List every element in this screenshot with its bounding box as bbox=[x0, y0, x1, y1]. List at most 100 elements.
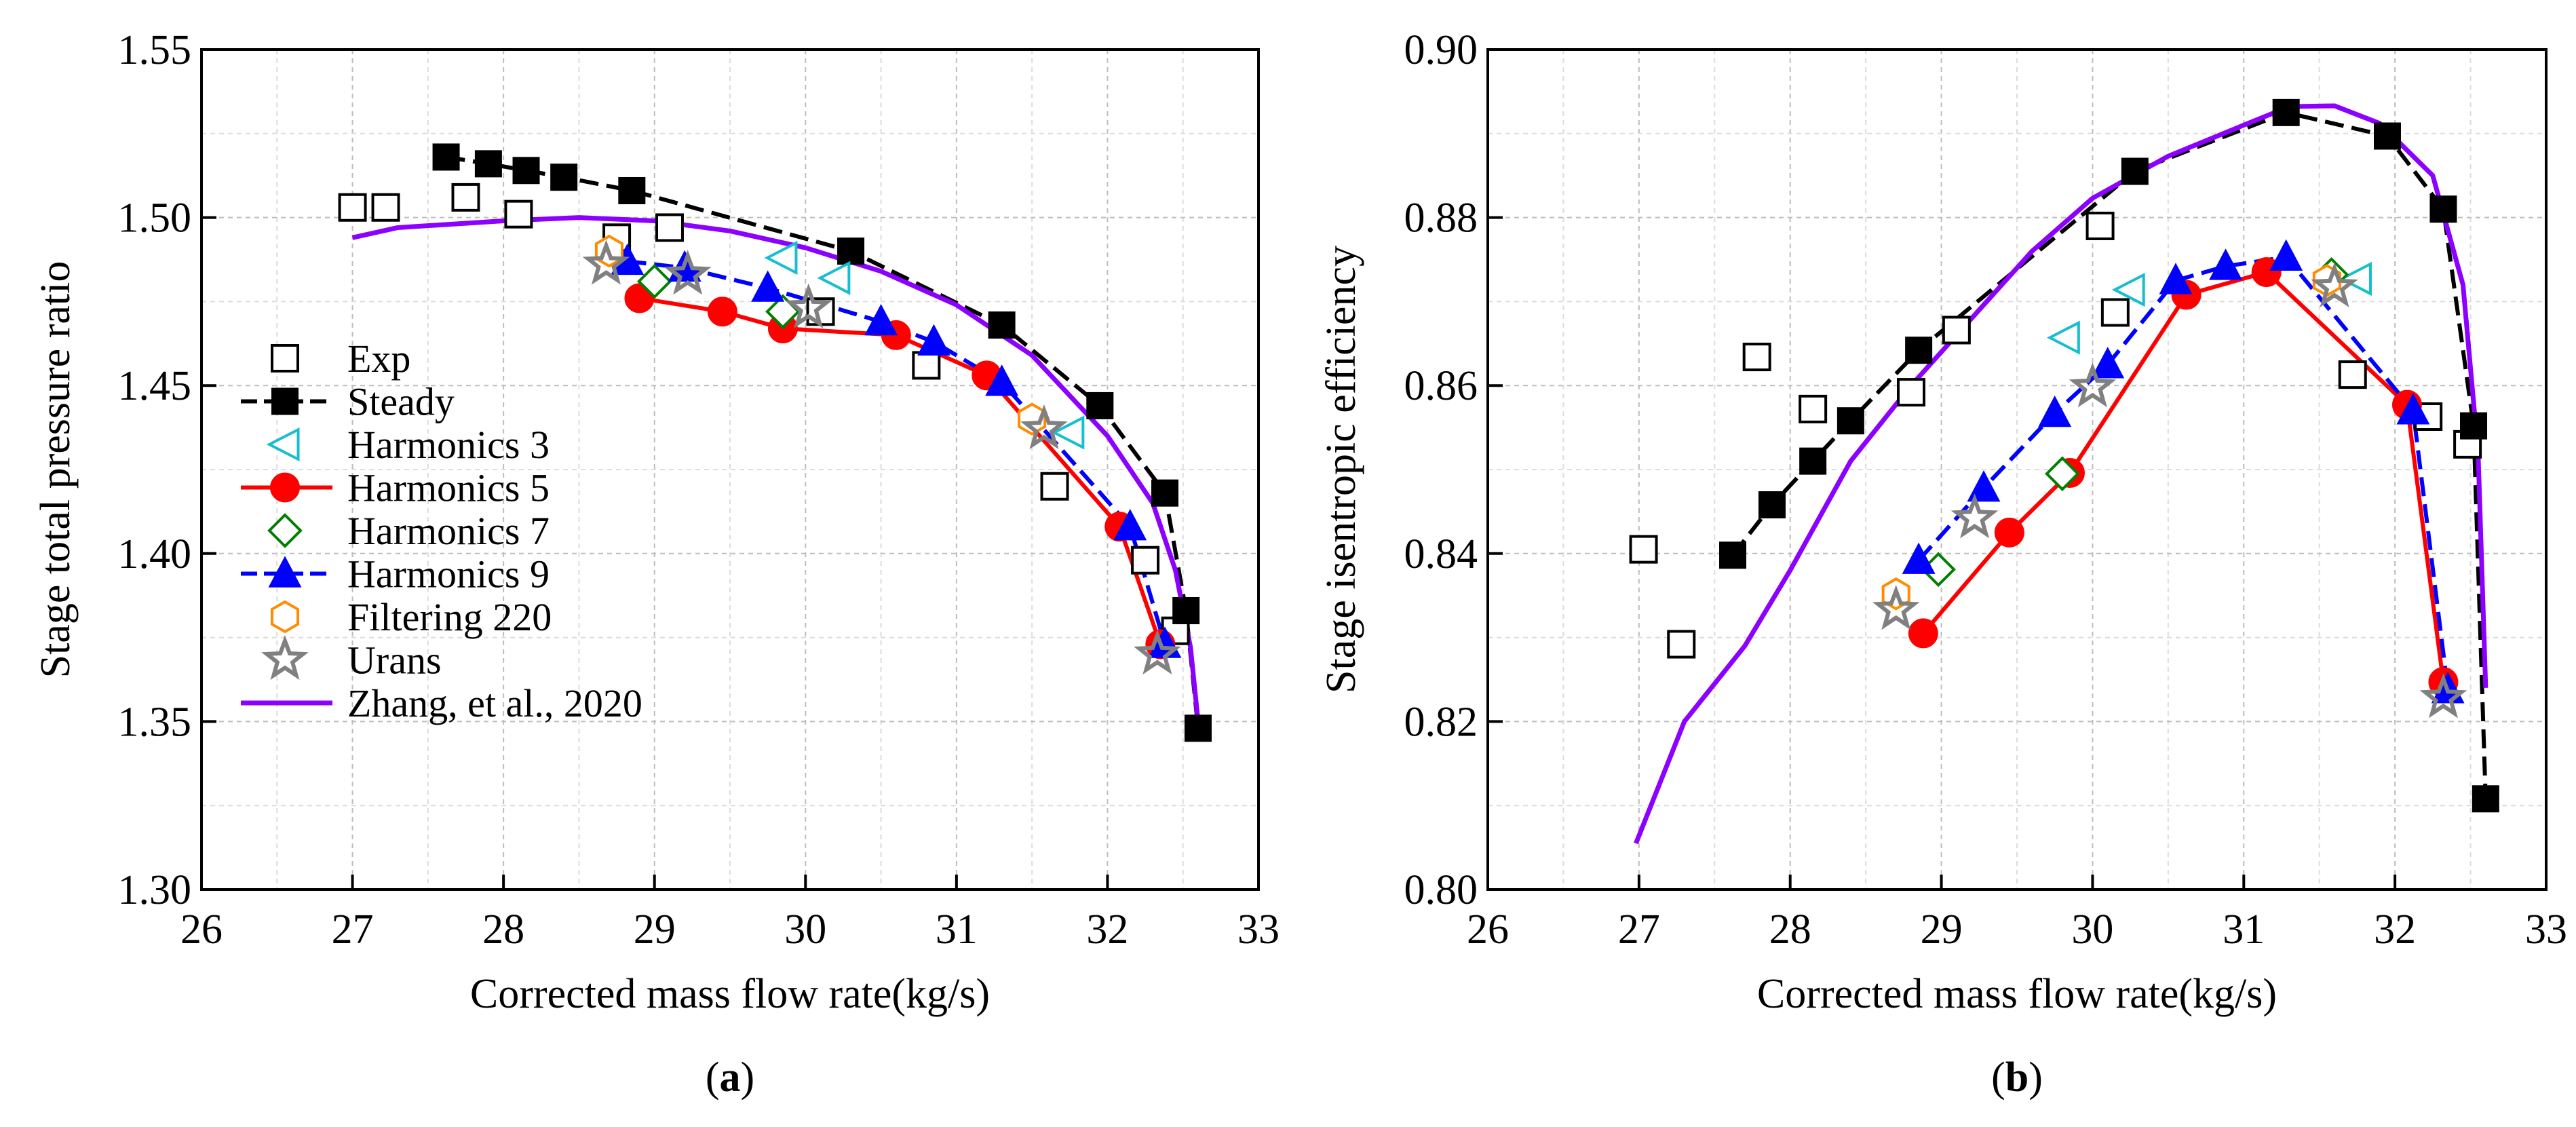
marker-steady bbox=[1905, 337, 1933, 364]
marker-urans bbox=[1872, 585, 1920, 630]
marker-harmonics-9 bbox=[751, 270, 785, 302]
marker-exp bbox=[1742, 343, 1771, 372]
marker-exp bbox=[451, 183, 480, 212]
x-tick-label: 32 bbox=[1086, 906, 1128, 953]
marker-steady bbox=[1086, 391, 1114, 419]
marker-steady bbox=[550, 164, 578, 191]
legend-label-exp: Exp bbox=[347, 337, 410, 381]
marker-exp bbox=[1667, 630, 1696, 659]
marker-exp bbox=[371, 193, 400, 222]
marker-urans bbox=[2069, 362, 2117, 408]
marker-harmonics-5 bbox=[1994, 517, 2024, 548]
marker-exp bbox=[1629, 535, 1658, 564]
marker-exp bbox=[2338, 360, 2367, 389]
marker-exp bbox=[655, 213, 684, 242]
marker-steady bbox=[1151, 479, 1179, 507]
legend-marker-harmonics-9 bbox=[268, 556, 302, 588]
panel-b-y-axis-label: Stage isentropic efficiency bbox=[1318, 246, 1364, 693]
y-tick-label: 0.90 bbox=[1404, 27, 1478, 73]
legend-marker-filtering-220 bbox=[270, 600, 300, 634]
legend-marker-harmonics-5 bbox=[270, 472, 300, 503]
marker-harmonics-3 bbox=[817, 261, 851, 295]
marker-harmonics-9 bbox=[2159, 263, 2193, 294]
legend-entry-harmonics-9: Harmonics 9 bbox=[241, 552, 550, 596]
panel-label-open-paren: ( bbox=[706, 1054, 720, 1101]
marker-exp bbox=[1131, 546, 1160, 575]
legend-marker-urans bbox=[261, 634, 309, 681]
panel-a-series-markers bbox=[338, 143, 1212, 742]
legend-entry-zhang-et-al-2020: Zhang, et al., 2020 bbox=[241, 681, 642, 725]
marker-harmonics-9 bbox=[2209, 248, 2243, 280]
panel-label-open-paren: ( bbox=[1991, 1054, 2005, 1101]
panel-b-axes-border bbox=[1486, 48, 2548, 891]
panel-label-close-paren: ) bbox=[2029, 1054, 2043, 1101]
marker-steady bbox=[432, 143, 460, 171]
panel-label-letter: b bbox=[2005, 1054, 2029, 1101]
x-tick-label: 28 bbox=[1769, 906, 1811, 953]
x-tick-label: 27 bbox=[332, 906, 374, 953]
marker-harmonics-9 bbox=[2396, 393, 2430, 425]
marker-exp bbox=[1942, 316, 1971, 345]
marker-exp bbox=[2100, 298, 2130, 327]
panel-a-x-axis-label: Corrected mass flow rate(kg/s) bbox=[470, 971, 990, 1017]
legend-label-urans: Urans bbox=[347, 638, 442, 683]
x-tick-label: 29 bbox=[634, 906, 676, 953]
marker-exp bbox=[912, 351, 941, 380]
marker-urans bbox=[582, 240, 630, 285]
marker-exp bbox=[504, 199, 533, 229]
marker-harmonics-3 bbox=[2046, 320, 2080, 355]
marker-harmonics-3 bbox=[764, 240, 798, 275]
marker-harmonics-5 bbox=[624, 283, 655, 313]
x-tick-label: 28 bbox=[482, 906, 524, 953]
marker-harmonics-3 bbox=[1051, 415, 1085, 450]
marker-exp bbox=[1897, 378, 1925, 407]
y-tick-label: 0.84 bbox=[1404, 531, 1478, 577]
y-tick-label: 1.35 bbox=[118, 699, 192, 745]
marker-steady bbox=[2429, 195, 2457, 223]
legend-marker-harmonics-3 bbox=[266, 427, 300, 462]
y-tick-label: 1.30 bbox=[118, 867, 192, 913]
marker-exp bbox=[1799, 394, 1828, 423]
panel-a-tick-labels: 26 27 28 29 30 31 32 33 1.30 1.35 1.40 1.45 1.50 1.55 bbox=[118, 27, 1280, 953]
marker-harmonics-9 bbox=[917, 324, 950, 356]
panel-label-close-paren: ) bbox=[741, 1054, 755, 1101]
marker-steady bbox=[2460, 412, 2488, 440]
marker-urans bbox=[784, 283, 832, 328]
marker-harmonics-9 bbox=[2269, 239, 2303, 271]
marker-urans bbox=[1950, 493, 1999, 539]
marker-harmonics-9 bbox=[2038, 395, 2072, 427]
marker-harmonics-7 bbox=[636, 263, 672, 299]
legend-label-steady: Steady bbox=[347, 380, 455, 424]
legend-label-zhang-et-al-2020: Zhang, et al., 2020 bbox=[347, 681, 642, 725]
panel-b-tick-labels: 26 27 28 29 30 31 32 33 0.80 0.82 0.84 0.86 0.88 0.90 bbox=[1404, 27, 2568, 953]
marker-urans bbox=[1020, 404, 1068, 450]
legend-label-filtering-220: Filtering 220 bbox=[347, 595, 552, 639]
panel-b-x-axis-label: Corrected mass flow rate(kg/s) bbox=[1757, 971, 2277, 1017]
y-tick-label: 1.50 bbox=[118, 195, 192, 242]
marker-steady bbox=[1184, 714, 1212, 742]
x-tick-label: 33 bbox=[2525, 906, 2567, 953]
panel-a: 26 27 28 29 30 31 32 33 1.30 1.35 1.40 1.45 1.50 1.55… bbox=[33, 27, 1280, 1101]
marker-harmonics-9 bbox=[1113, 509, 1147, 541]
marker-steady bbox=[2121, 157, 2149, 185]
marker-harmonics-3 bbox=[2111, 272, 2145, 307]
x-tick-label: 30 bbox=[2071, 906, 2113, 953]
x-tick-label: 31 bbox=[2223, 906, 2265, 953]
legend-entry-filtering-220: Filtering 220 bbox=[270, 595, 552, 639]
legend-entry-exp: Exp bbox=[271, 337, 410, 381]
y-tick-label: 0.82 bbox=[1404, 699, 1478, 745]
marker-steady bbox=[1172, 596, 1200, 624]
panel-label-letter: a bbox=[720, 1054, 741, 1101]
marker-harmonics-9 bbox=[1902, 542, 1936, 574]
y-tick-label: 1.45 bbox=[118, 363, 192, 409]
marker-steady bbox=[2472, 785, 2499, 813]
marker-harmonics-9 bbox=[2091, 347, 2125, 379]
y-tick-label: 1.55 bbox=[118, 27, 192, 73]
marker-urans bbox=[1134, 629, 1181, 674]
marker-steady bbox=[512, 157, 540, 185]
marker-steady bbox=[618, 176, 646, 204]
marker-urans bbox=[2419, 673, 2467, 719]
marker-harmonics-9 bbox=[864, 303, 898, 336]
marker-exp bbox=[1040, 472, 1069, 501]
